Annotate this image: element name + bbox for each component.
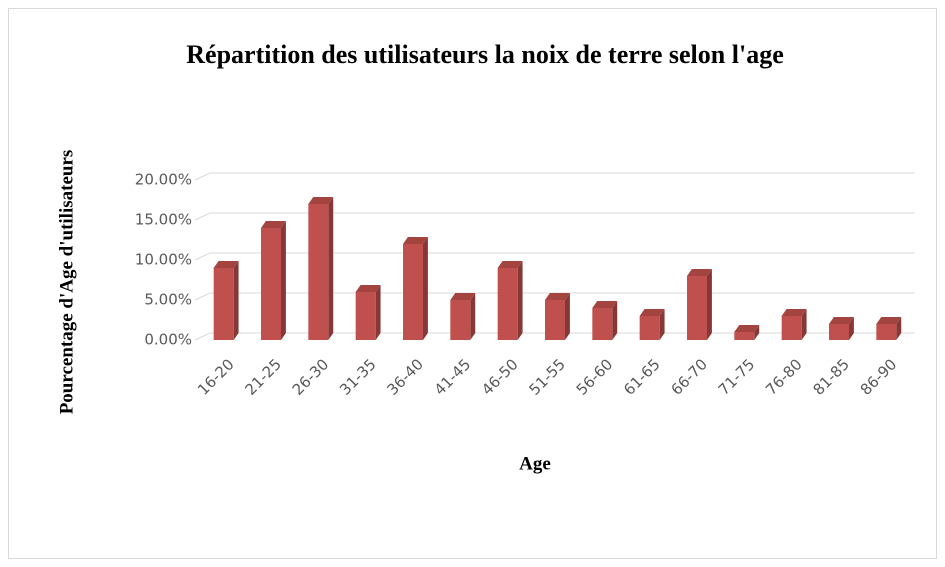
- bar-front: [213, 268, 234, 340]
- bar-top: [308, 197, 334, 204]
- bar: [734, 325, 760, 340]
- bar-front: [592, 308, 613, 340]
- bar-top: [261, 221, 286, 228]
- grid-line: [194, 212, 915, 221]
- bar: [355, 285, 381, 340]
- y-tick-label: 10.00%: [135, 251, 192, 269]
- bar-front: [355, 292, 376, 340]
- bar-side: [801, 309, 807, 340]
- bar-side: [565, 293, 570, 340]
- bar: [261, 221, 286, 340]
- bar: [545, 293, 570, 340]
- bar: [687, 269, 712, 340]
- bar-side: [375, 285, 381, 340]
- bar: [592, 301, 618, 340]
- bar-front: [261, 228, 281, 340]
- bar-top: [403, 237, 428, 244]
- bar-side: [281, 221, 286, 340]
- bar-top: [876, 317, 902, 324]
- bar: [308, 197, 334, 340]
- bar-front: [497, 268, 518, 340]
- bar-side: [849, 317, 854, 340]
- bar-front: [876, 324, 897, 340]
- bar-top: [687, 269, 712, 276]
- bar-front: [687, 276, 707, 340]
- bar-front: [829, 324, 849, 340]
- bar-front: [781, 316, 802, 340]
- y-tick-label: 0.00%: [144, 331, 192, 349]
- bar-side: [423, 237, 428, 340]
- bar-side: [233, 261, 239, 340]
- bar-front: [639, 316, 660, 340]
- bar-side: [707, 269, 712, 340]
- bar-top: [592, 301, 618, 308]
- y-tick-label: 5.00%: [144, 291, 192, 309]
- bar-top: [213, 261, 239, 268]
- bar: [876, 317, 902, 340]
- bar-side: [470, 293, 476, 340]
- bar-front: [308, 204, 329, 340]
- bar: [781, 309, 807, 340]
- bar-top: [781, 309, 807, 316]
- chart-frame: [8, 8, 937, 559]
- bar: [213, 261, 239, 340]
- y-axis-label: Pourcentage d'Age d'utilisateurs: [56, 150, 77, 415]
- bar-front: [403, 244, 423, 340]
- bar-front: [450, 300, 471, 340]
- bar-top: [450, 293, 476, 300]
- grid-line: [194, 332, 915, 341]
- bar-front: [734, 332, 755, 340]
- bar: [403, 237, 428, 340]
- bar-side: [754, 325, 760, 340]
- bar-front: [545, 300, 565, 340]
- grid-line: [194, 252, 915, 261]
- bar-top: [734, 325, 760, 332]
- grid-line: [194, 292, 915, 301]
- bar-side: [328, 197, 334, 340]
- bar: [829, 317, 854, 340]
- y-tick-label: 20.00%: [135, 171, 192, 189]
- bar-top: [545, 293, 570, 300]
- bar-side: [517, 261, 523, 340]
- bar-side: [612, 301, 618, 340]
- bar-top: [355, 285, 381, 292]
- bar-side: [896, 317, 902, 340]
- chart-title: Répartition des utilisateurs la noix de …: [186, 40, 783, 69]
- bar: [450, 293, 476, 340]
- bar-top: [639, 309, 665, 316]
- y-tick-label: 15.00%: [135, 211, 192, 229]
- bar-side: [659, 309, 665, 340]
- bar-top: [497, 261, 523, 268]
- bar-top: [829, 317, 854, 324]
- x-axis-label: Age: [519, 453, 551, 474]
- bar: [639, 309, 665, 340]
- grid-line: [194, 172, 915, 181]
- bar: [497, 261, 523, 340]
